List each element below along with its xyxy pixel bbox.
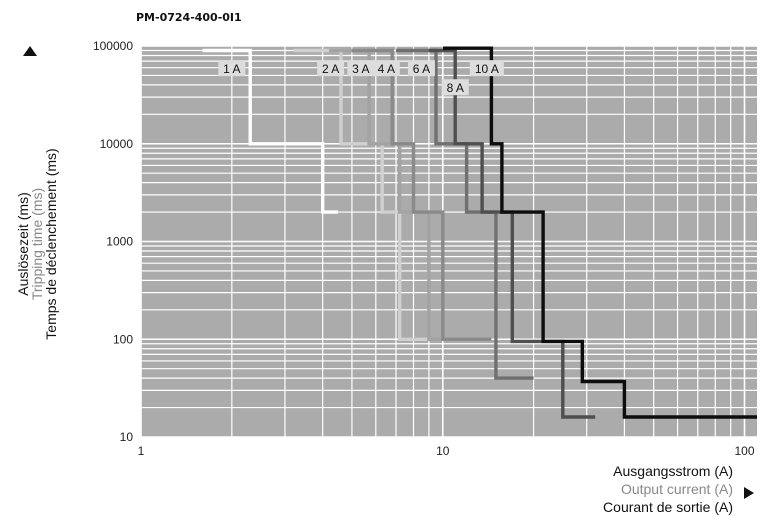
x-tick-label: 100 [734,444,754,458]
y-axis-label-fr: Temps de déclenchement (ms) [43,148,59,339]
y-tick-label: 10000 [100,137,134,151]
series-label-bg [317,60,345,77]
series-label-3a: 3 A [352,62,369,76]
x-axis-label-en: Output current (A) [621,481,733,497]
series-label-8a: 8 A [447,81,464,95]
series-line-10a [442,46,757,419]
series-label-bg [441,79,469,96]
series-label-bg [372,60,400,77]
series-label-1a: 1 A [223,62,240,76]
x-axis-ticks: 1 10 100 [138,444,755,458]
series-label-bg [347,60,375,77]
series-label-bg [218,60,246,77]
y-axis-label: Auslösezeit (ms) Tripping time (ms) Temp… [15,148,59,339]
series-label-4a: 4 A [378,62,395,76]
y-axis-arrow-icon [23,46,37,56]
y-tick-label: 100 [113,332,133,346]
y-tick-label: 1000 [106,235,133,249]
y-tick-label: 100000 [93,39,133,53]
series-label-bg [469,60,504,77]
y-tick-label: 10 [120,430,134,444]
x-axis-label-fr: Courant de sortie (A) [603,499,733,515]
y-axis-label-en: Tripping time (ms) [29,188,45,300]
series-label-bg [407,60,435,77]
series-label-10a: 10 A [475,62,499,76]
series-line-8a [428,48,596,419]
series-line-6a [396,48,534,380]
chart-title: PM-0724-400-0I1 [136,11,242,24]
x-tick-label: 10 [436,444,450,458]
series-label-6a: 6 A [413,62,430,76]
series-label-2a: 2 A [322,62,339,76]
x-axis-arrow-icon [744,487,754,499]
x-axis-label-de: Ausgangsstrom (A) [613,463,733,479]
x-tick-label: 1 [138,444,145,458]
y-axis-label-de: Auslösezeit (ms) [15,192,31,295]
series-line-1a [202,48,339,214]
series-labels: 1 A 2 A 3 A 4 A 6 A 10 A 8 A [218,60,504,96]
y-axis-ticks: 10 100 1000 10000 100000 [93,39,133,444]
